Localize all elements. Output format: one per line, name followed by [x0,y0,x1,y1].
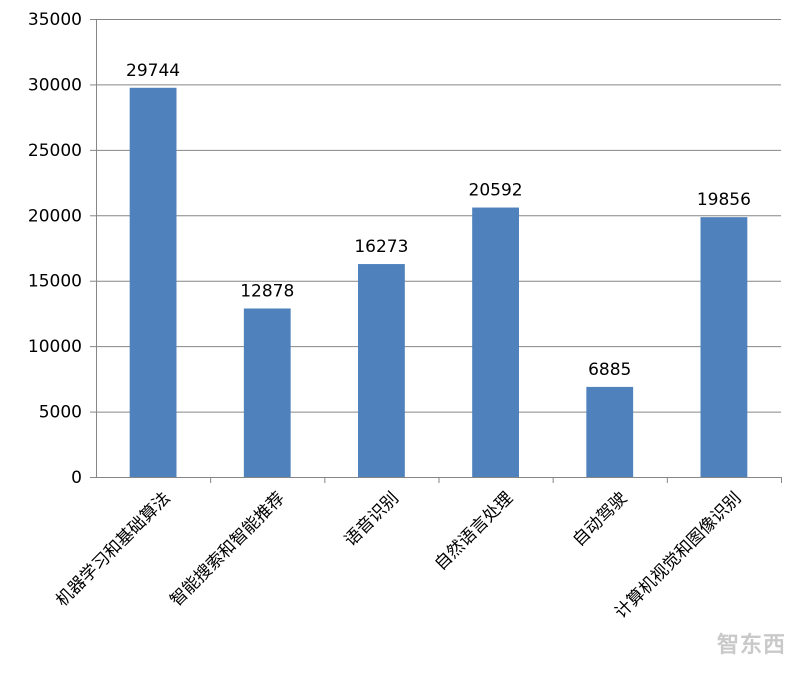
bar [243,308,291,477]
watermark-logo: 智东西 [716,633,786,658]
y-tick-label: 10000 [28,337,82,357]
y-tick-label: 25000 [28,141,82,161]
y-tick-label: 20000 [28,206,82,226]
data-label: 16273 [354,237,408,257]
bar [129,87,177,478]
gridlines [96,19,781,413]
data-label: 6885 [588,360,631,380]
data-label: 20592 [469,181,523,201]
bar [472,207,519,477]
data-label: 12878 [240,281,294,301]
bars [129,87,748,478]
x-category-label: 自然语言处理 [431,488,517,574]
x-category-label: 智能搜索和智能推荐 [166,488,288,610]
axes [90,19,782,483]
bar [586,386,634,477]
data-label: 29744 [126,61,180,81]
y-tick-label: 5000 [39,403,82,423]
y-tick-label: 15000 [28,272,82,292]
x-category-label: 计算机视觉和图像识别 [611,488,745,622]
x-category-label: 语音识别 [341,488,403,550]
x-category-label: 机器学习和基础算法 [52,488,174,610]
bar [358,264,405,477]
y-tick-label: 35000 [28,10,82,30]
bar [700,217,748,478]
y-tick-label: 0 [71,468,82,488]
x-category-label: 自动驾驶 [569,488,631,550]
data-label: 19856 [697,190,751,210]
y-tick-label: 30000 [28,75,82,95]
